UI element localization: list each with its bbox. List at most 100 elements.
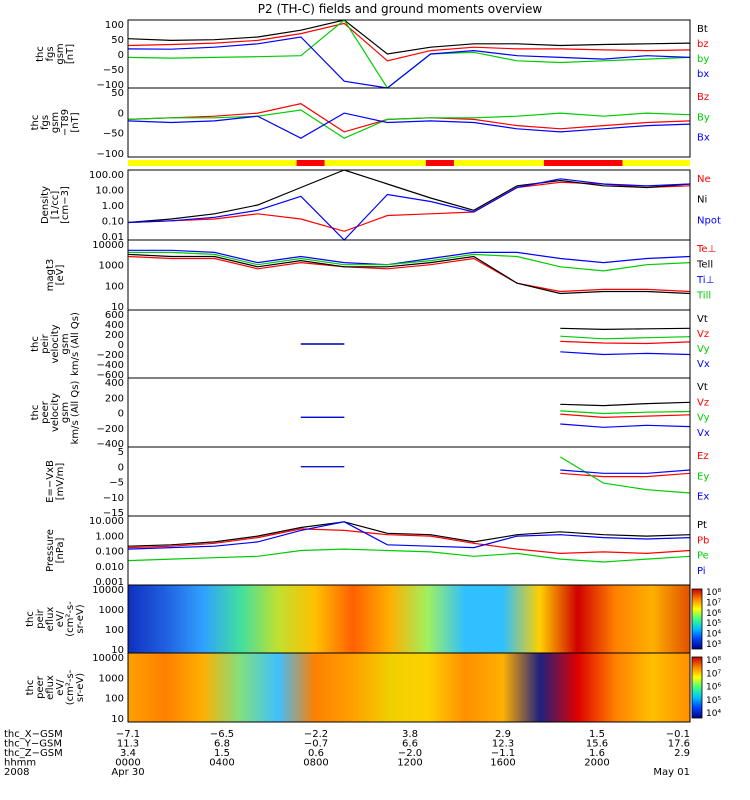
legend-label: Vt — [697, 382, 708, 393]
time-axis-value: 15.6 — [586, 739, 608, 750]
y-axis-label: thcpeirefluxeV/(cm²-s-sr-eV) — [25, 601, 86, 637]
panel-frame — [127, 87, 691, 158]
time-axis-value: 1.6 — [589, 748, 605, 759]
spectrogram-image — [128, 653, 690, 722]
colorbar-scale — [691, 656, 703, 719]
series-line-Vz — [300, 340, 691, 345]
legend-label: Bz — [697, 92, 709, 103]
y-tick-label: 0.10 — [102, 217, 124, 228]
series-line-bz — [127, 22, 691, 62]
legend-label: Vy — [697, 344, 710, 355]
time-axis-value: 1600 — [490, 758, 515, 769]
series-line-Till — [128, 251, 691, 272]
time-axis-value: 12.3 — [492, 739, 514, 750]
panel-frame — [127, 309, 691, 379]
y-tick-label: −10 — [103, 493, 124, 504]
y-tick-label: 10000 — [92, 240, 124, 251]
series-line-Pb — [127, 528, 691, 555]
y-tick-label: −200 — [97, 424, 124, 435]
colorbar-tick-label: 10⁵ — [706, 696, 721, 706]
series-line-Ne — [127, 181, 691, 232]
y-tick-label: 100.00 — [89, 170, 124, 181]
time-axis-value: 1.5 — [589, 729, 605, 740]
mode-segment — [622, 160, 690, 166]
time-axis-value: −2.0 — [398, 748, 422, 759]
panel-1: Bt bz by bx 100 50 0 −50 −100 thcfgsgsm[nT] — [35, 19, 709, 91]
y-tick-label: 0.01 — [102, 232, 124, 243]
series-line-Ti⊥ — [128, 249, 691, 266]
legend-label: by — [697, 54, 709, 65]
series-line-Te⊥ — [127, 255, 691, 293]
time-axis-value: −0.7 — [304, 739, 328, 750]
y-tick-label: 100 — [105, 694, 124, 705]
y-tick-label: −400 — [97, 439, 124, 450]
y-tick-label: 10000 — [92, 653, 124, 664]
y-tick-label: 10.00 — [95, 186, 124, 197]
time-axis: thc_X−GSM −7.1 −6.5 −2.2 3.8 2.9 1.5 −0.1 thc_Y−… — [4, 729, 690, 778]
colorbar: 10⁸ 10⁷ 10⁶ 10⁵ 10⁴ — [691, 656, 721, 719]
y-tick-label: −50 — [103, 65, 124, 76]
colorbar-tick-label: 10⁴ — [706, 709, 721, 719]
y-tick-label: 50 — [111, 35, 124, 46]
y-tick-label: 0 — [118, 108, 124, 119]
panel-frame — [127, 652, 691, 723]
time-axis-row-label: thc_Z−GSM — [4, 748, 63, 759]
legend-label: Pb — [697, 535, 709, 546]
time-axis-value: 3.8 — [402, 729, 418, 740]
colorbar-tick-label: 10⁶ — [706, 683, 721, 693]
series-line-Vt — [300, 401, 691, 418]
y-tick-label: 0 — [118, 462, 124, 473]
legend-label: Ti⊥ — [696, 275, 714, 286]
y-axis-label: E=−VxB[mV/m] — [45, 460, 66, 503]
y-tick-label: 200 — [105, 330, 124, 341]
y-tick-label: 1.000 — [95, 531, 124, 542]
y-tick-label: −200 — [97, 350, 124, 361]
legend-label: Ex — [697, 492, 709, 503]
time-axis-row-label: 2008 — [4, 767, 29, 778]
time-axis-value: 6.8 — [214, 739, 230, 750]
y-axis-label: thcpeerefluxeV/(cm²-s-sr-eV) — [25, 669, 86, 705]
series-line-Pi — [127, 521, 691, 550]
mode-segment — [453, 160, 544, 166]
series-line-By — [127, 109, 691, 139]
time-axis-value: 0800 — [303, 758, 328, 769]
y-tick-label: 100 — [105, 20, 124, 31]
time-axis-value: 0.6 — [308, 748, 324, 759]
series-line-Ez — [300, 466, 691, 478]
y-tick-label: 0 — [118, 409, 124, 420]
colorbar-tick-label: 10⁷ — [706, 669, 721, 679]
time-axis-value: 6.6 — [402, 739, 418, 750]
colorbar-tick-label: 10⁵ — [706, 619, 721, 629]
legend-label: bz — [697, 39, 709, 50]
legend-label: Ez — [697, 451, 709, 462]
y-tick-label: 50 — [111, 88, 124, 99]
legend-label: Vx — [697, 428, 710, 439]
panel-frame — [127, 19, 691, 89]
panel-frame — [127, 515, 691, 586]
y-axis-label: thcfgsgsm−T89[nT] — [30, 109, 81, 136]
legend-label: Vt — [697, 314, 708, 325]
colorbar-tick-label: 10⁴ — [706, 630, 721, 640]
colorbar-tick-label: 10⁸ — [706, 588, 721, 598]
time-axis-row-label: thc_Y−GSM — [4, 739, 62, 750]
panel-frame — [127, 446, 691, 517]
legend-label: By — [697, 112, 710, 123]
colorbar-scale — [691, 588, 703, 650]
time-axis-value: 11.3 — [117, 739, 139, 750]
time-axis-row-label: hhmm — [4, 758, 36, 769]
series-line-Npot — [127, 178, 691, 241]
y-axis-label: thcpeervelocitygsmkm/s (All Qs) — [30, 381, 81, 445]
mode-segment — [425, 160, 454, 166]
time-axis-value: 1200 — [397, 758, 422, 769]
time-axis-value: −7.1 — [116, 729, 140, 740]
y-tick-label: −400 — [97, 360, 124, 371]
panel-10: 10⁸ 10⁷ 10⁶ 10⁵ 10⁴ 10000 1000 100 10 thcpeereflu… — [25, 652, 721, 725]
legend-label: Npot — [697, 215, 721, 226]
time-axis-value: 17.6 — [668, 739, 690, 750]
y-tick-label: 10.000 — [89, 516, 124, 527]
panel-4: Te⊥ Tell Ti⊥ Till 10000 1000 100 10 magt3[eV] — [45, 239, 716, 313]
time-axis-row-label: thc_X−GSM — [4, 729, 63, 740]
legend-label: Vz — [697, 329, 709, 340]
series-line-Vz — [300, 413, 691, 419]
time-axis-value: −6.5 — [210, 729, 234, 740]
